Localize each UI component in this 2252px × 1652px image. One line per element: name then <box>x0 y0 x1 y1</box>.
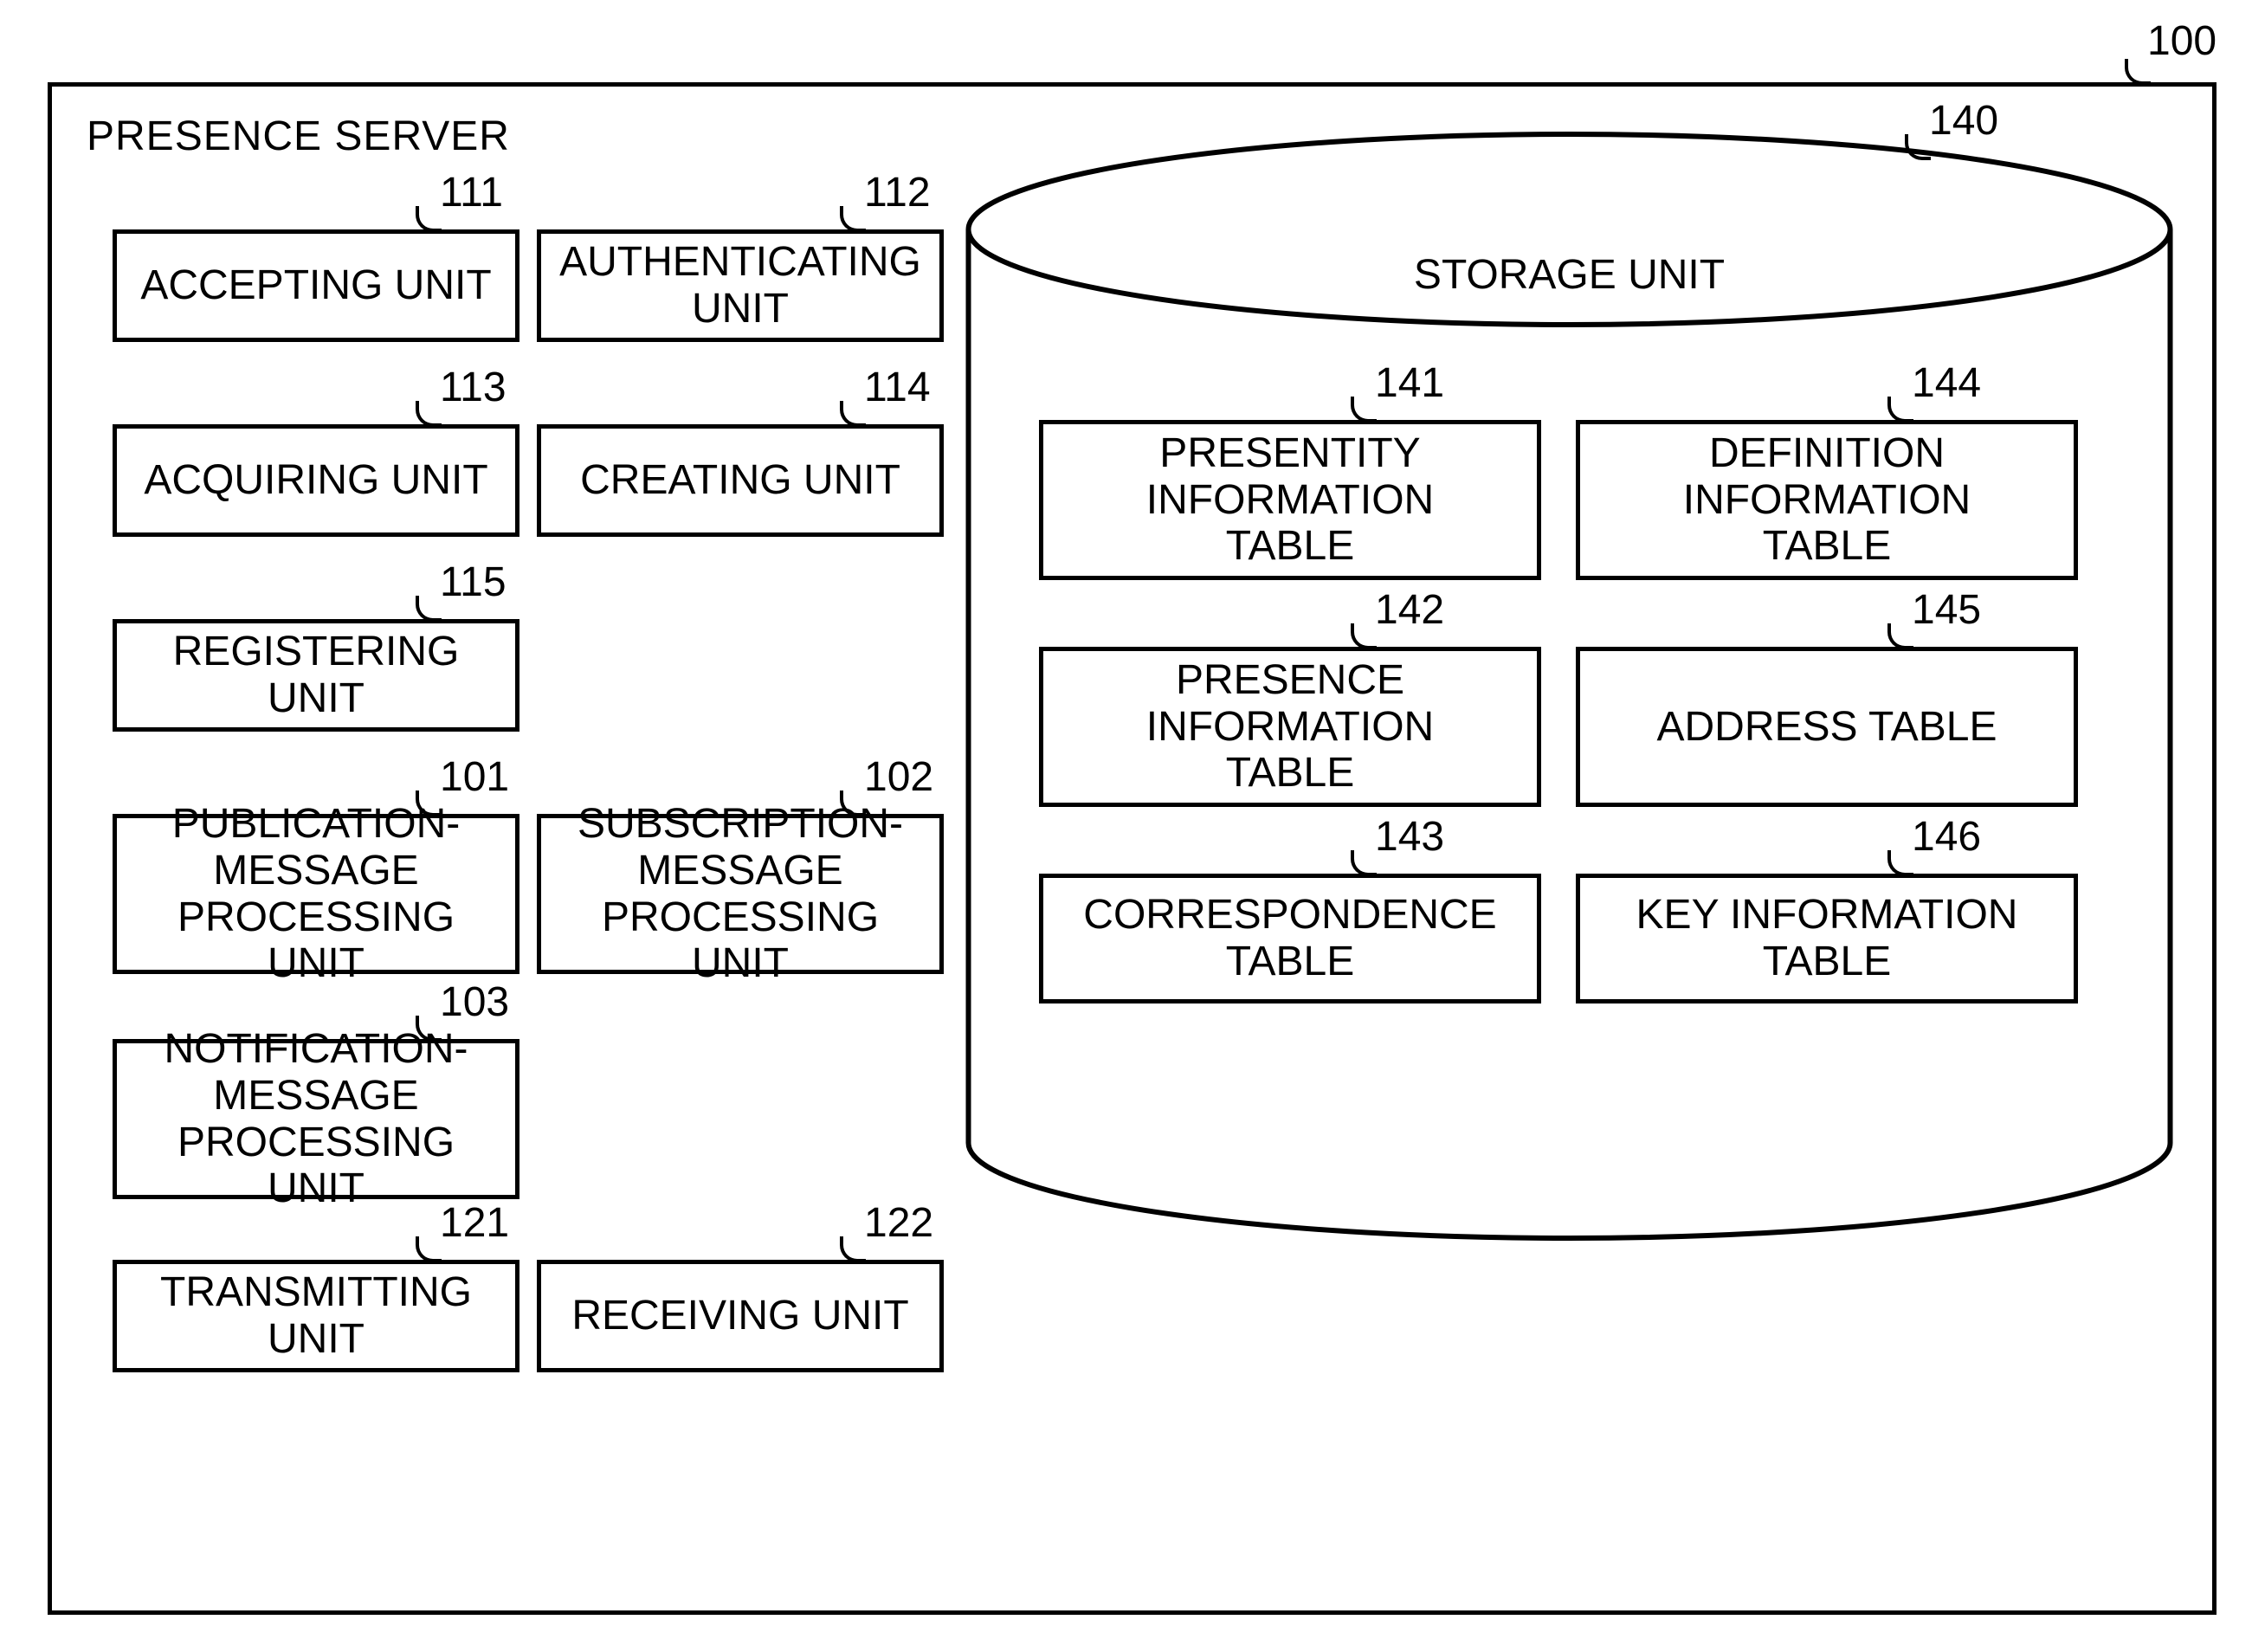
ref-143: 143 <box>1375 813 1444 861</box>
publication-unit-label: PUBLICATION- MESSAGE PROCESSING UNIT <box>124 801 508 987</box>
ref-140: 140 <box>1929 97 1998 145</box>
receiving-unit: RECEIVING UNIT <box>537 1260 944 1372</box>
presence-information-table: PRESENCE INFORMATION TABLE <box>1039 647 1541 807</box>
key-information-table: KEY INFORMATION TABLE <box>1576 874 2078 1003</box>
definition-information-table: DEFINITION INFORMATION TABLE <box>1576 420 2078 580</box>
ref-122: 122 <box>864 1199 933 1247</box>
ref-114: 114 <box>864 364 931 411</box>
ref-146: 146 <box>1912 813 1981 861</box>
ref-142: 142 <box>1375 586 1444 634</box>
ref-113: 113 <box>440 364 507 411</box>
presence-table-label: PRESENCE INFORMATION TABLE <box>1146 657 1434 797</box>
correspondence-table-label: CORRESPONDENCE TABLE <box>1083 892 1496 985</box>
notification-unit-label: NOTIFICATION- MESSAGE PROCESSING UNIT <box>124 1026 508 1212</box>
registering-unit-label: REGISTERING UNIT <box>124 629 508 722</box>
figure-canvas: 100 PRESENCE SERVER 111 ACCEPTING UNIT 1… <box>0 0 2252 1652</box>
acquiring-unit: ACQUIRING UNIT <box>113 424 519 537</box>
notification-message-processing-unit: NOTIFICATION- MESSAGE PROCESSING UNIT <box>113 1039 519 1199</box>
subscription-message-processing-unit: SUBSCRIPTION- MESSAGE PROCESSING UNIT <box>537 814 944 974</box>
key-info-table-label: KEY INFORMATION TABLE <box>1636 892 2018 985</box>
ref-103: 103 <box>440 978 509 1026</box>
creating-unit-label: CREATING UNIT <box>580 457 900 504</box>
transmitting-unit-label: TRANSMITTING UNIT <box>124 1269 508 1363</box>
address-table-label: ADDRESS TABLE <box>1656 704 1997 751</box>
definition-table-label: DEFINITION INFORMATION TABLE <box>1683 430 1971 570</box>
ref-141: 141 <box>1375 359 1444 407</box>
address-table: ADDRESS TABLE <box>1576 647 2078 807</box>
presentity-table-label: PRESENTITY INFORMATION TABLE <box>1146 430 1434 570</box>
accepting-unit-label: ACCEPTING UNIT <box>140 262 491 309</box>
ref-121: 121 <box>440 1199 509 1247</box>
presence-server-title: PRESENCE SERVER <box>87 113 510 160</box>
subscription-unit-label: SUBSCRIPTION- MESSAGE PROCESSING UNIT <box>548 801 932 987</box>
authenticating-unit-label: AUTHENTICATING UNIT <box>559 239 921 332</box>
ref-144: 144 <box>1912 359 1981 407</box>
registering-unit: REGISTERING UNIT <box>113 619 519 732</box>
authenticating-unit: AUTHENTICATING UNIT <box>537 229 944 342</box>
ref-100: 100 <box>2147 17 2217 65</box>
receiving-unit-label: RECEIVING UNIT <box>571 1293 908 1339</box>
ref-115: 115 <box>440 558 507 606</box>
publication-message-processing-unit: PUBLICATION- MESSAGE PROCESSING UNIT <box>113 814 519 974</box>
correspondence-table: CORRESPONDENCE TABLE <box>1039 874 1541 1003</box>
storage-unit-label: STORAGE UNIT <box>965 251 2173 299</box>
ref-112: 112 <box>864 169 931 216</box>
acquiring-unit-label: ACQUIRING UNIT <box>144 457 487 504</box>
creating-unit: CREATING UNIT <box>537 424 944 537</box>
ref-145: 145 <box>1912 586 1981 634</box>
ref-102: 102 <box>864 753 933 801</box>
accepting-unit: ACCEPTING UNIT <box>113 229 519 342</box>
ref-111: 111 <box>440 169 503 216</box>
ref-101: 101 <box>440 753 509 801</box>
transmitting-unit: TRANSMITTING UNIT <box>113 1260 519 1372</box>
presentity-information-table: PRESENTITY INFORMATION TABLE <box>1039 420 1541 580</box>
